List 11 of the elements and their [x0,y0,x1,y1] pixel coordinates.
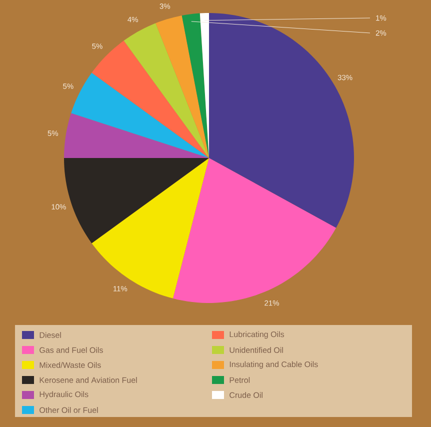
legend-label: Lubricating Oils [230,331,284,339]
legend-label: Insulating and Cable Oils [230,361,318,369]
legend-label: Mixed/Waste Oils [40,362,101,368]
legend-label: Gas and Fuel Oils [40,347,103,353]
legend-label: Petrol [230,377,250,383]
legend-label: Other Oil or Fuel [40,407,98,413]
legend-label: Crude Oil [230,392,262,398]
legend-label: Unidentified Oil [230,347,283,353]
legend-label: Hydraulic Oils [40,391,88,399]
legend-label: Kerosene and Aviation Fuel [40,377,137,383]
legend-label: Diesel [40,332,61,338]
